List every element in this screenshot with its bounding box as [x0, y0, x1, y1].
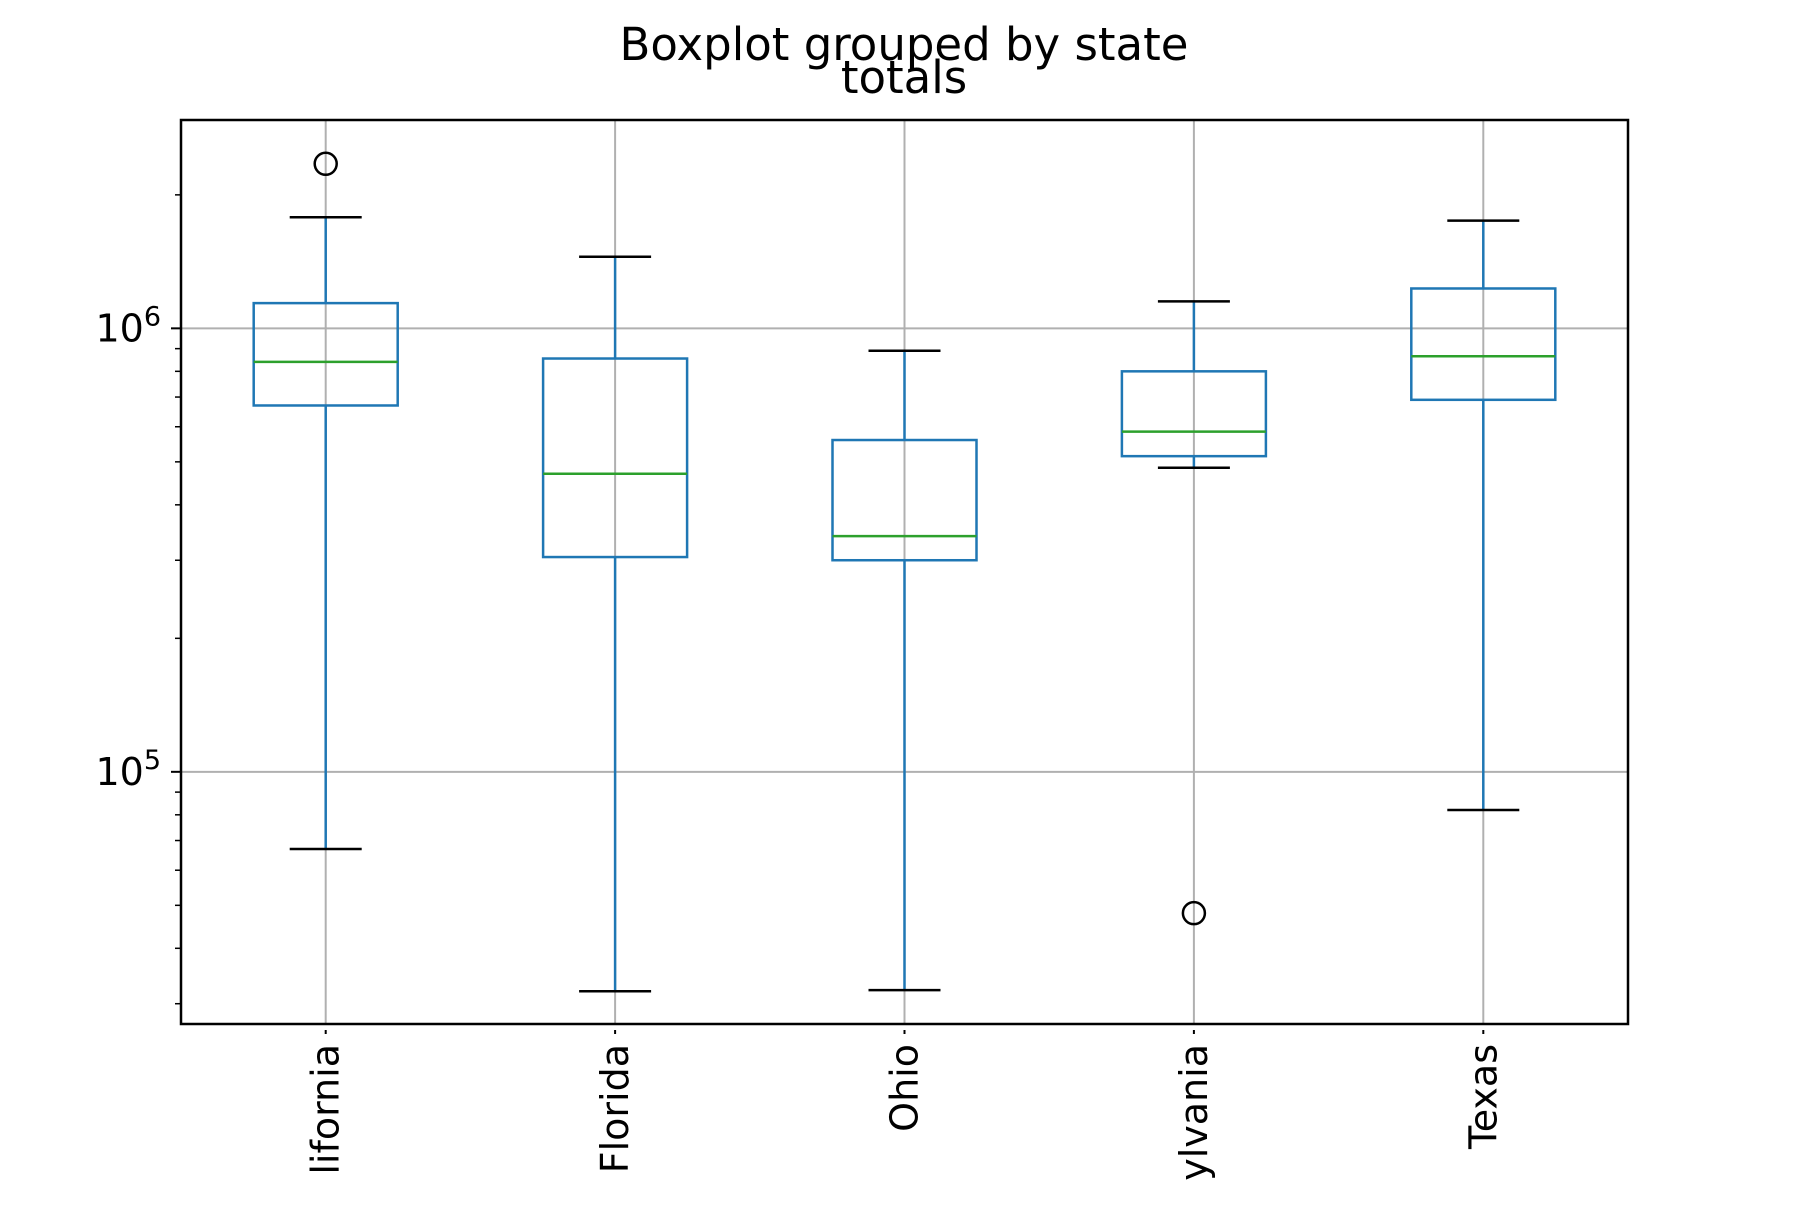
x-tick-label: ylvania	[1172, 1044, 1216, 1181]
plot-frame	[179, 118, 1630, 1026]
x-axis: lifornia Florida Ohio ylvania Texas	[304, 1030, 1505, 1181]
y-tick-label: 106	[95, 301, 161, 350]
x-tick-label: Ohio	[883, 1044, 927, 1132]
outlier-point	[313, 151, 338, 177]
box-iqr	[831, 438, 978, 562]
chart-suptitle: Boxplot grouped by state	[620, 18, 1189, 71]
x-tick-label: Florida	[593, 1044, 637, 1173]
box-iqr	[252, 301, 399, 407]
box-iqr	[1120, 370, 1268, 458]
boxes	[252, 151, 1557, 993]
box-group	[1410, 219, 1557, 812]
x-tick-label: lifornia	[304, 1044, 348, 1175]
y-axis: 105 106	[95, 194, 181, 1005]
chart-title: totals	[841, 51, 967, 104]
box-group	[541, 255, 689, 993]
box-iqr	[541, 357, 689, 559]
box-group	[1120, 300, 1268, 926]
box-iqr	[1410, 287, 1557, 402]
outlier-point	[1181, 900, 1207, 926]
x-tick-label: Texas	[1461, 1044, 1505, 1150]
y-tick-label: 105	[95, 745, 161, 794]
box-group	[252, 151, 399, 851]
box-group	[831, 349, 978, 992]
